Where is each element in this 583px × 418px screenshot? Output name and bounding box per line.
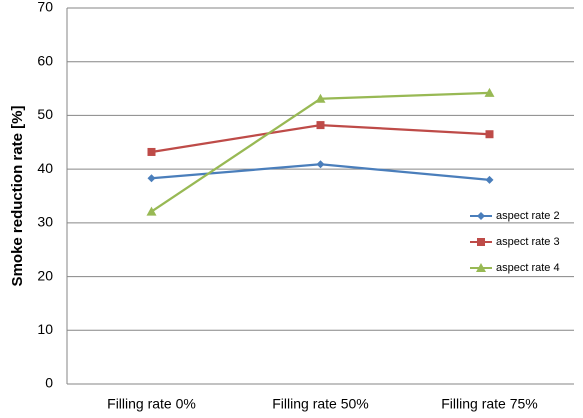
data-point	[316, 121, 325, 130]
data-point	[315, 93, 326, 103]
legend-text: aspect rate 3	[496, 236, 560, 248]
x-tick-label: Filling rate 50%	[272, 396, 369, 412]
y-tick-label: 40	[37, 160, 53, 176]
legend-marker	[476, 263, 486, 272]
y-tick-label: 70	[37, 0, 53, 15]
data-point	[484, 87, 495, 97]
data-point	[485, 130, 494, 139]
legend-text: aspect rate 4	[496, 262, 560, 274]
y-tick-label: 0	[45, 375, 53, 391]
y-tick-label: 10	[37, 321, 53, 337]
y-axis-title: Smoke reduction rate [%]	[9, 106, 26, 287]
data-point	[316, 160, 325, 169]
legend-marker	[477, 238, 485, 246]
y-tick-label: 50	[37, 106, 53, 122]
series-line	[150, 91, 490, 213]
legend-marker	[477, 212, 485, 220]
x-tick-label: Filling rate 75%	[441, 396, 538, 412]
y-tick-label: 30	[37, 214, 53, 230]
data-point	[146, 206, 157, 216]
data-point	[147, 174, 156, 183]
data-point	[485, 175, 494, 184]
series-line	[151, 123, 490, 154]
y-tick-label: 20	[37, 267, 53, 283]
x-tick-label: Filling rate 0%	[107, 396, 196, 412]
y-tick-label: 60	[37, 52, 53, 68]
data-point	[147, 147, 156, 156]
legend-text: aspect rate 2	[496, 210, 560, 222]
